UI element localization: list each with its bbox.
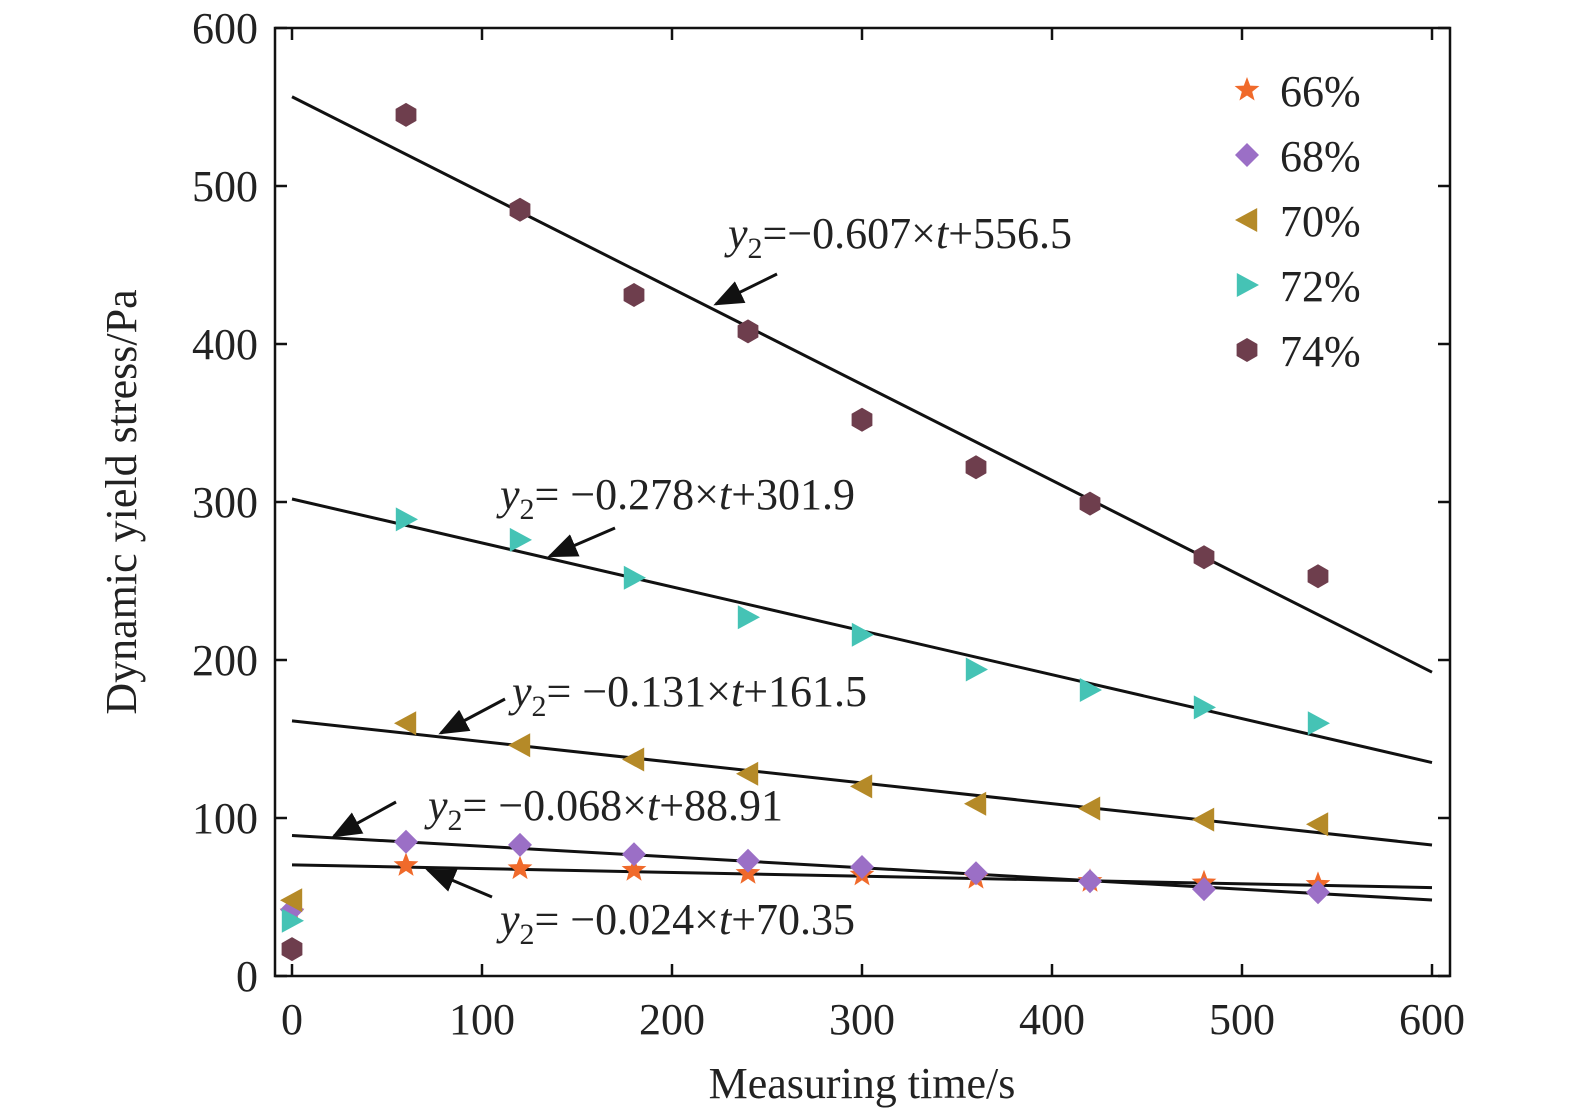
legend-label: 68%: [1280, 132, 1361, 181]
data-point: [622, 747, 645, 772]
legend-label: 72%: [1280, 262, 1361, 311]
data-point: [850, 774, 873, 799]
data-point: [737, 605, 760, 630]
data-point: [1078, 796, 1101, 821]
series-70pct: [280, 711, 1329, 913]
annotation-arrow: [713, 272, 778, 306]
data-point: [622, 842, 646, 867]
legend-marker: [1235, 143, 1259, 167]
data-point: [736, 848, 760, 873]
data-point: [280, 888, 303, 913]
equation-label: y2=−0.607×t+556.5: [724, 209, 1072, 265]
data-point: [850, 855, 874, 879]
data-point: [1079, 678, 1102, 702]
y-tick-label: 200: [192, 636, 258, 685]
data-point: [393, 852, 419, 876]
y-tick-label: 100: [192, 794, 258, 843]
data-point: [621, 857, 647, 881]
legend-marker: [1236, 338, 1258, 362]
equation-label: y2= −0.024×t+70.35: [496, 895, 855, 951]
data-point: [1078, 869, 1102, 894]
data-point: [394, 829, 418, 854]
data-point: [737, 319, 759, 344]
data-point: [508, 733, 531, 758]
annotation-arrow: [425, 868, 493, 899]
data-point: [736, 761, 759, 786]
x-axis-title: Measuring time/s: [709, 1059, 1016, 1108]
data-point: [507, 855, 533, 880]
y-tick-label: 0: [236, 952, 258, 1001]
legend-label: 70%: [1280, 197, 1361, 246]
data-point: [281, 937, 303, 962]
y-tick-label: 600: [192, 4, 258, 53]
data-point: [623, 565, 646, 590]
legend-marker: [1234, 77, 1260, 101]
data-point: [1193, 545, 1215, 570]
data-point: [1192, 807, 1215, 832]
data-points: [279, 102, 1331, 962]
data-point: [1307, 711, 1330, 736]
legend: 66% 68% 70% 72% 74%: [1234, 67, 1361, 376]
data-point: [851, 622, 874, 647]
y-tick-label: 400: [192, 320, 258, 369]
data-point: [1307, 564, 1329, 589]
legend-marker: [1235, 208, 1258, 232]
x-tick-label: 600: [1399, 995, 1465, 1044]
equation-label: y2= −0.278×t+301.9: [496, 470, 855, 526]
equation-annotations: y2=−0.607×t+556.5 y2= −0.278×t+301.9 y2= −…: [331, 209, 1072, 951]
data-point: [394, 711, 417, 736]
data-point: [395, 507, 418, 532]
equation-label: y2= −0.068×t+88.91: [424, 781, 783, 837]
x-tick-label: 500: [1209, 995, 1275, 1044]
data-point: [965, 657, 988, 682]
annotation-arrow: [331, 800, 397, 838]
legend-label: 74%: [1280, 327, 1361, 376]
y-axis-title: Dynamic yield stress/Pa: [97, 289, 146, 714]
annotation-arrow: [547, 526, 616, 558]
data-point: [623, 283, 645, 307]
data-point: [1079, 491, 1101, 516]
annotation-arrow: [438, 697, 506, 735]
data-point: [964, 791, 987, 816]
data-point: [281, 908, 304, 933]
data-point: [964, 861, 988, 886]
y-tick-label: 300: [192, 478, 258, 527]
series-74pct: [281, 102, 1329, 962]
fit-line: [291, 95, 1433, 674]
data-point: [1306, 880, 1330, 905]
equation-label: y2= −0.131×t+161.5: [508, 667, 867, 723]
data-point: [851, 407, 873, 432]
data-point: [395, 102, 417, 127]
data-point: [965, 455, 987, 480]
data-point: [1192, 877, 1216, 902]
axis-ticks: 0 100 200 300 400 500 600 0 100 200 300 400 500 600: [192, 4, 1465, 1044]
y-tick-label: 500: [192, 162, 258, 211]
x-tick-label: 400: [1019, 995, 1085, 1044]
x-tick-label: 300: [829, 995, 895, 1044]
legend-marker: [1236, 273, 1259, 297]
data-point: [509, 527, 532, 552]
data-point: [508, 832, 532, 857]
data-point: [1193, 695, 1216, 720]
x-tick-label: 100: [449, 995, 515, 1044]
x-tick-label: 0: [281, 995, 303, 1044]
series-72pct: [281, 507, 1330, 933]
x-tick-label: 200: [639, 995, 705, 1044]
data-point: [1306, 812, 1329, 837]
legend-label: 66%: [1280, 67, 1361, 116]
data-point: [509, 197, 531, 222]
